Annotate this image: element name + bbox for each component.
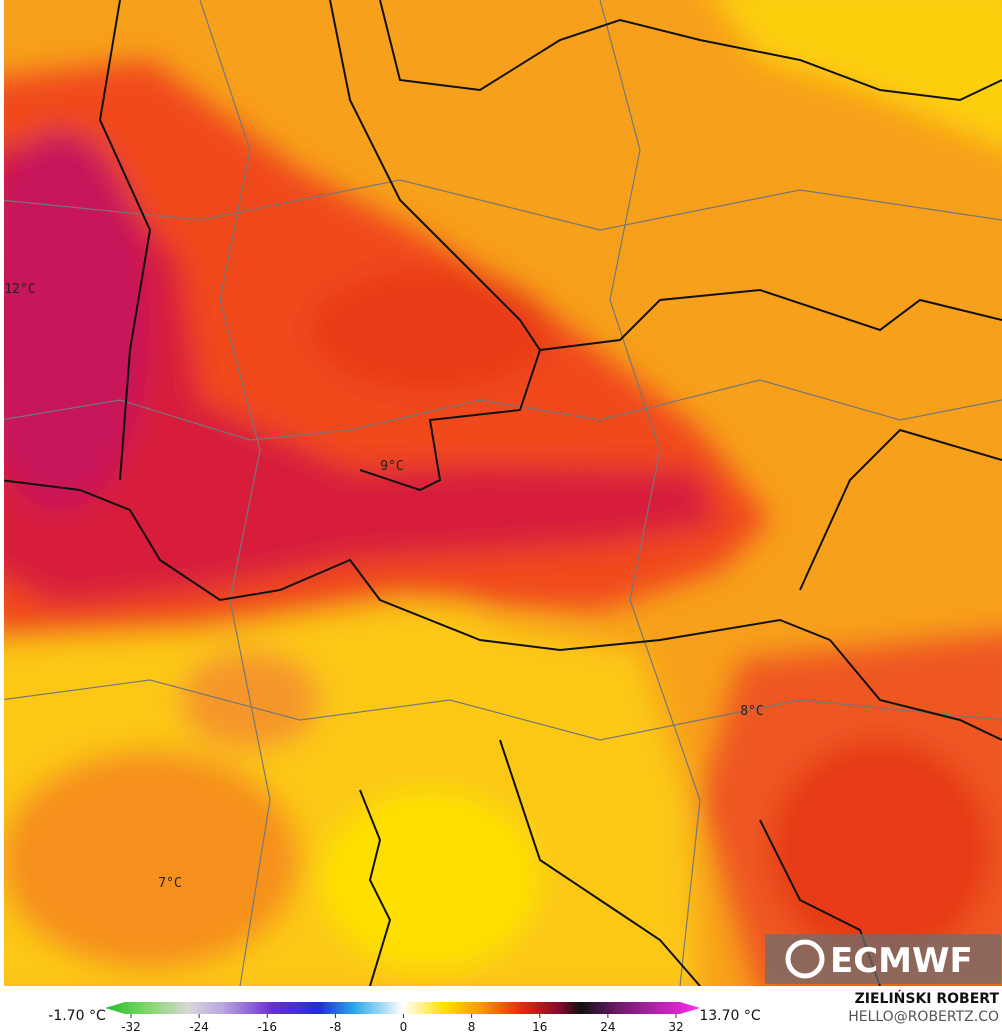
colorbar <box>105 1002 700 1014</box>
colorbar-tick-label: 24 <box>600 1020 615 1034</box>
colorbar-tick-label: -16 <box>257 1020 277 1034</box>
colorbar-tick-label: 16 <box>532 1020 547 1034</box>
temperature-label: 12°C <box>4 282 35 297</box>
colorbar-tick-label: 0 <box>400 1020 408 1034</box>
colorbar-tick-label: 32 <box>668 1020 683 1034</box>
logo-icon <box>785 939 825 979</box>
country-borders <box>4 0 1002 986</box>
colorbar-tick-label: 8 <box>468 1020 476 1034</box>
colorbar-tick-label: -32 <box>121 1020 141 1034</box>
colorbar-min: -1.70 °C <box>48 1008 106 1024</box>
admin-borders <box>4 0 1002 986</box>
colorbar-tick-label: -24 <box>189 1020 209 1034</box>
credit-author: ZIELIŃSKI ROBERT <box>855 989 1000 1007</box>
temperature-label: 8°C <box>740 704 763 719</box>
temperature-field <box>4 0 1002 986</box>
logo-text: ECMWF <box>830 941 973 981</box>
colorbar-max: 13.70 °C <box>699 1008 761 1024</box>
temperature-label: 9°C <box>380 459 403 474</box>
colorbar-tick-label: -8 <box>329 1020 341 1034</box>
map: 12°C 9°C 8°C 7°C ECMWF <box>4 0 1002 986</box>
temperature-label: 7°C <box>158 876 181 891</box>
credit-contact: HELLO@ROBERTZ.CO <box>848 1009 999 1025</box>
